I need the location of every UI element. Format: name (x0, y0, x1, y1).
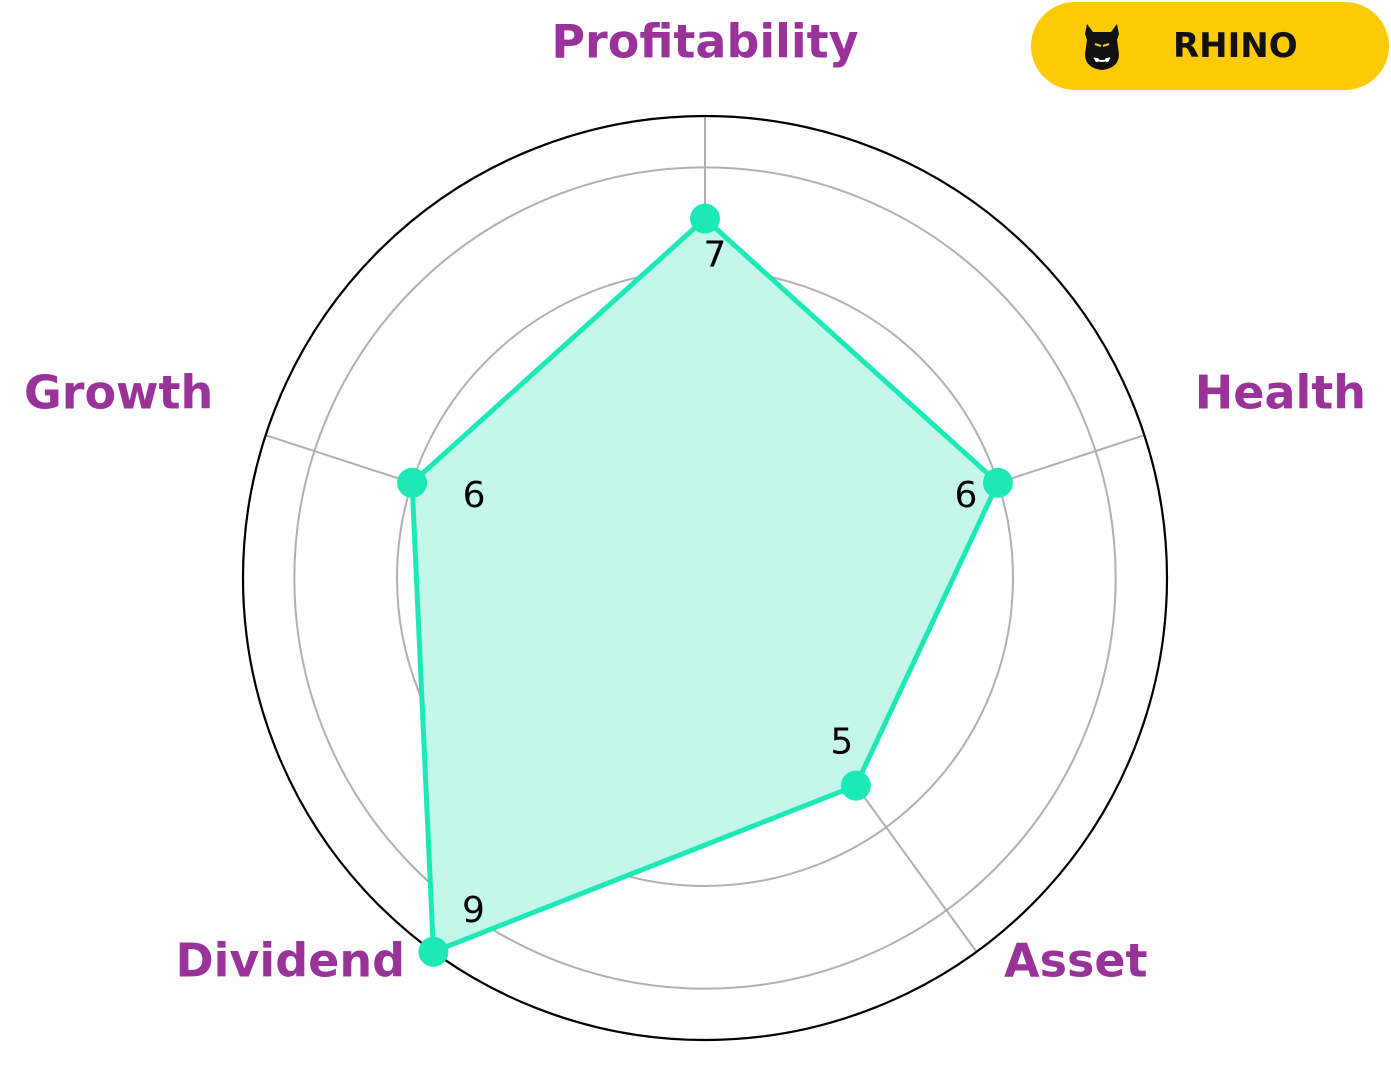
axis-labels: Profitability Health Asset Dividend Growth (24, 15, 1366, 988)
brand-badge: RHINO (1031, 2, 1389, 90)
data-point-growth (397, 467, 428, 498)
data-points (397, 203, 1013, 967)
axis-label-profitability: Profitability (551, 15, 858, 69)
value-label-health: 6 (954, 475, 977, 516)
outer-ring (241, 114, 1169, 1042)
axis-label-health: Health (1195, 366, 1366, 420)
data-point-profitability (690, 203, 720, 234)
brand-name: RHINO (1173, 26, 1298, 66)
value-label-growth: 6 (463, 475, 486, 516)
value-label-dividend: 9 (462, 890, 485, 931)
value-label-asset: 5 (830, 722, 853, 763)
series-area (409, 216, 1001, 955)
value-label-profitability: 7 (704, 235, 727, 276)
axis-label-dividend: Dividend (175, 934, 405, 988)
rhino-icon (1085, 24, 1119, 70)
data-point-dividend (418, 936, 449, 967)
data-point-asset (840, 770, 871, 801)
axis-label-growth: Growth (24, 366, 213, 420)
value-labels: 7 6 5 9 6 (462, 235, 977, 931)
axis-label-asset: Asset (1004, 934, 1148, 988)
data-point-health (982, 467, 1013, 498)
